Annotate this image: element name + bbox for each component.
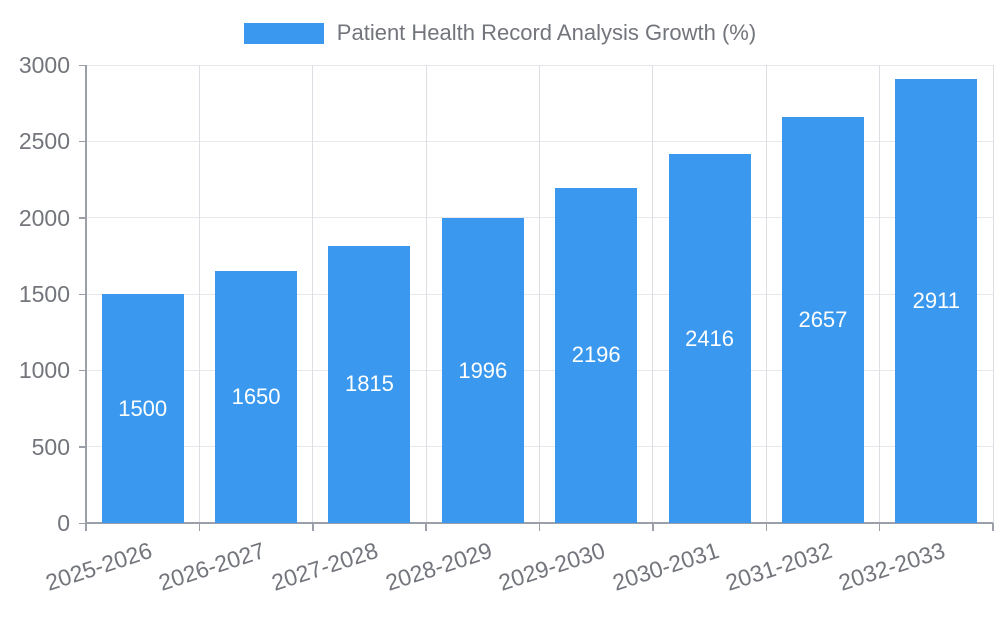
bar-value-label: 1500 — [118, 395, 168, 421]
bar-chart: Patient Health Record Analysis Growth (%… — [0, 20, 1000, 596]
x-gridline — [312, 65, 314, 523]
bar-value-label: 2196 — [571, 342, 621, 368]
bar-value-label: 2657 — [798, 307, 848, 333]
y-axis-tick-label: 0 — [57, 510, 70, 536]
y-tick-mark — [79, 446, 86, 448]
x-tick-mark — [425, 523, 427, 531]
bar: 1650 — [215, 271, 298, 523]
x-gridline — [539, 65, 540, 523]
bar-value-label: 1650 — [231, 384, 281, 410]
bar: 2657 — [781, 117, 864, 523]
bar: 2416 — [668, 154, 751, 523]
bar-value-label: 2911 — [912, 287, 960, 313]
x-axis-line — [85, 522, 993, 524]
y-tick-mark — [79, 369, 86, 372]
legend-item[interactable]: Patient Health Record Analysis Growth (%… — [0, 20, 1000, 46]
bar: 2196 — [555, 187, 638, 523]
legend-label: Patient Health Record Analysis Growth (%… — [336, 20, 757, 45]
bar: 2911 — [895, 78, 978, 523]
bar-value-label: 1815 — [344, 371, 394, 397]
y-axis-tick-label: 2000 — [18, 204, 70, 231]
x-tick-mark — [198, 523, 201, 531]
y-axis-tick-label: 500 — [31, 433, 70, 460]
bar-value-label: 2416 — [685, 325, 735, 351]
y-tick-mark — [79, 140, 86, 143]
bar: 1500 — [101, 294, 184, 523]
bar: 1996 — [441, 218, 524, 523]
y-tick-mark — [79, 522, 86, 524]
x-tick-mark — [878, 523, 881, 531]
y-tick-mark — [79, 293, 86, 295]
x-gridline — [879, 65, 881, 523]
bar-value-label: 1996 — [458, 357, 508, 383]
x-gridline — [765, 65, 767, 523]
x-gridline — [198, 65, 200, 523]
x-gridline — [652, 65, 654, 523]
y-tick-mark — [79, 64, 86, 66]
x-tick-mark — [765, 523, 767, 531]
y-axis-tick-label: 2500 — [18, 128, 70, 155]
y-axis-tick-label: 1500 — [18, 281, 70, 307]
legend-swatch[interactable] — [243, 22, 324, 44]
y-axis-line — [85, 65, 87, 531]
bar: 1815 — [328, 245, 411, 523]
x-tick-mark — [312, 523, 314, 531]
x-tick-mark — [992, 523, 994, 531]
y-axis-tick-label: 1000 — [18, 357, 70, 384]
y-tick-mark — [79, 217, 86, 219]
x-tick-mark — [538, 523, 541, 531]
x-gridline — [992, 65, 994, 523]
x-tick-mark — [652, 523, 654, 531]
y-axis-tick-label: 3000 — [18, 52, 70, 78]
x-gridline — [425, 65, 427, 523]
